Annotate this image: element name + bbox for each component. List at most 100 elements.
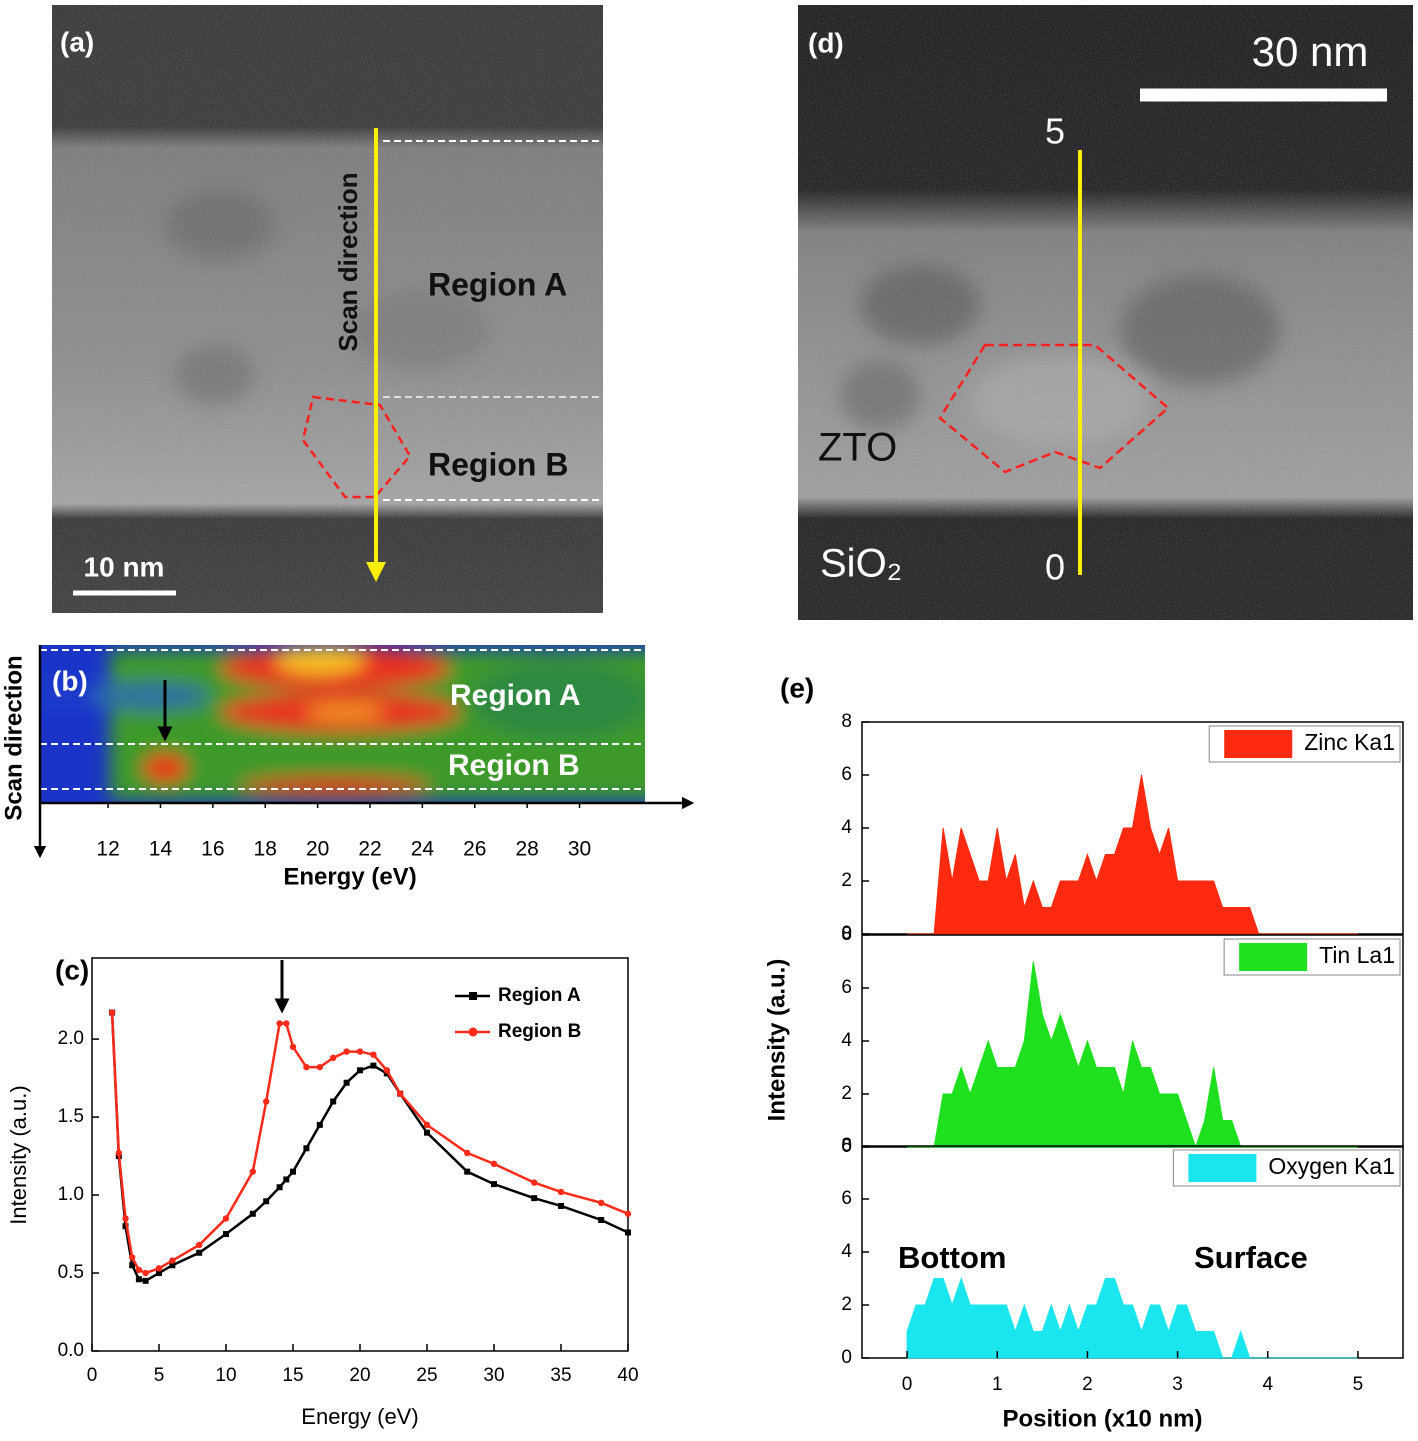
micrograph-a <box>52 5 603 613</box>
y-axis-label: Intensity (a.u.) <box>763 959 790 1122</box>
series-line <box>110 1012 629 1275</box>
legend-marker <box>469 992 477 1000</box>
marker <box>423 1121 431 1129</box>
y-tick-label: 0 <box>841 923 852 944</box>
marker <box>598 1217 605 1223</box>
marker <box>129 1254 136 1261</box>
x-tick-label: 20 <box>306 838 329 861</box>
panel-label: (a) <box>60 26 94 57</box>
layer-label: ZTO <box>818 426 897 470</box>
x-tick-label: 2 <box>1082 1374 1093 1395</box>
legend-label: Oxygen Ka1 <box>1268 1153 1395 1179</box>
x-tick-label: 12 <box>96 838 119 861</box>
y-axis-label: Intensity (a.u.) <box>6 1085 31 1224</box>
y-tick-label: 6 <box>841 764 852 785</box>
x-tick-label: 30 <box>568 838 591 861</box>
image-noise <box>52 5 603 613</box>
panel-label: (d) <box>808 27 844 58</box>
marker <box>330 1054 337 1062</box>
legend: Tin La1 <box>1223 938 1401 976</box>
marker <box>249 1168 256 1175</box>
scale-label: 10 nm <box>84 551 165 582</box>
x-tick-label: 20 <box>349 1365 370 1386</box>
x-tick-label: 35 <box>550 1365 571 1386</box>
line-end-label: 5 <box>1045 111 1065 152</box>
scale-label: 30 nm <box>1252 28 1369 75</box>
precipitate-outline <box>938 343 1170 474</box>
marker <box>625 1229 631 1236</box>
scan-label: Scan direction <box>333 172 363 351</box>
marker <box>122 1223 129 1230</box>
marker <box>531 1195 538 1202</box>
marker <box>464 1168 471 1175</box>
panel-label: (e) <box>780 672 814 703</box>
marker <box>276 1020 283 1027</box>
marker <box>383 1067 390 1074</box>
marker <box>424 1129 430 1136</box>
marker <box>263 1198 270 1205</box>
marker <box>370 1051 377 1058</box>
heatmap-image <box>40 645 645 803</box>
marker <box>283 1176 290 1183</box>
x-axis-label: Energy (eV) <box>301 1404 418 1429</box>
region-label: Region B <box>428 446 568 482</box>
heatmap-intensity <box>40 646 645 800</box>
marker <box>624 1210 632 1217</box>
legend-marker <box>468 1027 478 1037</box>
marker <box>598 1199 605 1207</box>
y-tick-label: 1.0 <box>58 1184 84 1205</box>
marker <box>129 1262 136 1269</box>
marker <box>222 1215 230 1222</box>
annotation: Bottom <box>898 1240 1006 1275</box>
y-tick-label: 8 <box>841 711 852 732</box>
marker <box>357 1067 363 1074</box>
y-tick-label: 8 <box>841 924 852 945</box>
x-tick-label: 1 <box>992 1374 1003 1395</box>
marker <box>249 1210 256 1217</box>
x-tick-label: 3 <box>1172 1374 1183 1395</box>
legend: Zinc Ka1 <box>1208 725 1401 763</box>
marker <box>156 1270 162 1277</box>
marker <box>142 1277 149 1284</box>
marker <box>169 1257 176 1264</box>
panel-label: (b) <box>52 665 88 696</box>
marker <box>558 1202 564 1209</box>
x-tick-label: 22 <box>358 838 381 861</box>
y-tick-label: 2.0 <box>58 1028 84 1049</box>
marker <box>557 1188 565 1196</box>
marker <box>108 1009 116 1016</box>
y-tick-label: 4 <box>841 817 852 838</box>
series-area <box>907 961 1358 1149</box>
marker <box>196 1241 203 1249</box>
region-label: Region B <box>448 749 580 782</box>
marker <box>303 1145 310 1152</box>
x-tick-label: 40 <box>617 1365 638 1386</box>
y-tick-label: 2 <box>841 870 852 891</box>
marker <box>122 1215 129 1222</box>
x-tick-label: 16 <box>201 838 224 861</box>
marker <box>303 1063 310 1071</box>
region-label: Region A <box>450 679 581 712</box>
x-tick-label: 10 <box>215 1365 236 1386</box>
y-tick-label: 4 <box>841 1241 852 1262</box>
marker <box>356 1048 364 1055</box>
marker <box>343 1048 350 1055</box>
y-tick-label: 2 <box>841 1294 852 1315</box>
x-axis-label: Position (x10 nm) <box>1002 1405 1202 1432</box>
region-label: Region A <box>428 266 567 302</box>
marker <box>196 1249 203 1256</box>
marker <box>276 1184 283 1191</box>
marker <box>343 1079 350 1086</box>
y-tick-label: 0 <box>841 1347 852 1368</box>
y-tick-label: 0.0 <box>58 1340 84 1361</box>
series-area <box>907 774 1358 935</box>
marker <box>316 1121 323 1128</box>
precipitate-outline <box>301 395 412 499</box>
x-tick-label: 25 <box>416 1365 437 1386</box>
y-tick-label: 0.5 <box>58 1262 84 1283</box>
marker <box>316 1063 323 1071</box>
legend: Oxygen Ka1 <box>1172 1149 1401 1187</box>
marker <box>464 1149 471 1157</box>
x-tick-label: 4 <box>1262 1374 1273 1395</box>
legend-swatch <box>1239 943 1308 971</box>
